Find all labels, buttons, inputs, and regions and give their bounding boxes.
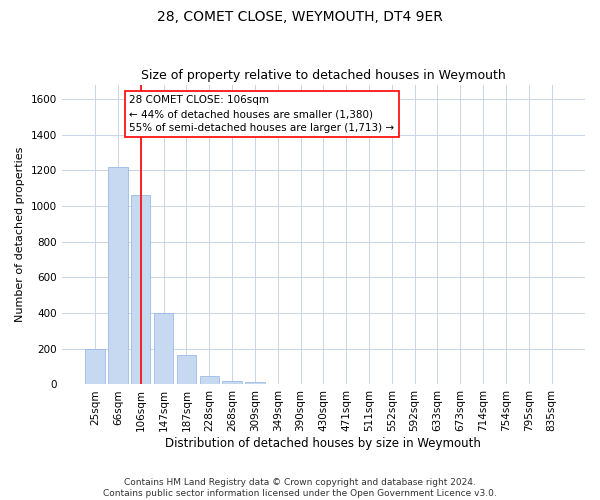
Bar: [223, 380, 242, 384]
Bar: [131, 195, 151, 384]
Bar: [108, 166, 128, 384]
Bar: [200, 376, 219, 384]
Text: 28, COMET CLOSE, WEYMOUTH, DT4 9ER: 28, COMET CLOSE, WEYMOUTH, DT4 9ER: [157, 10, 443, 24]
Y-axis label: Number of detached properties: Number of detached properties: [15, 147, 25, 322]
Text: Contains HM Land Registry data © Crown copyright and database right 2024.
Contai: Contains HM Land Registry data © Crown c…: [103, 478, 497, 498]
X-axis label: Distribution of detached houses by size in Weymouth: Distribution of detached houses by size …: [166, 437, 481, 450]
Bar: [154, 313, 173, 384]
Bar: [245, 382, 265, 384]
Bar: [177, 356, 196, 384]
Text: 28 COMET CLOSE: 106sqm
← 44% of detached houses are smaller (1,380)
55% of semi-: 28 COMET CLOSE: 106sqm ← 44% of detached…: [130, 96, 395, 134]
Bar: [85, 349, 105, 384]
Title: Size of property relative to detached houses in Weymouth: Size of property relative to detached ho…: [141, 69, 506, 82]
